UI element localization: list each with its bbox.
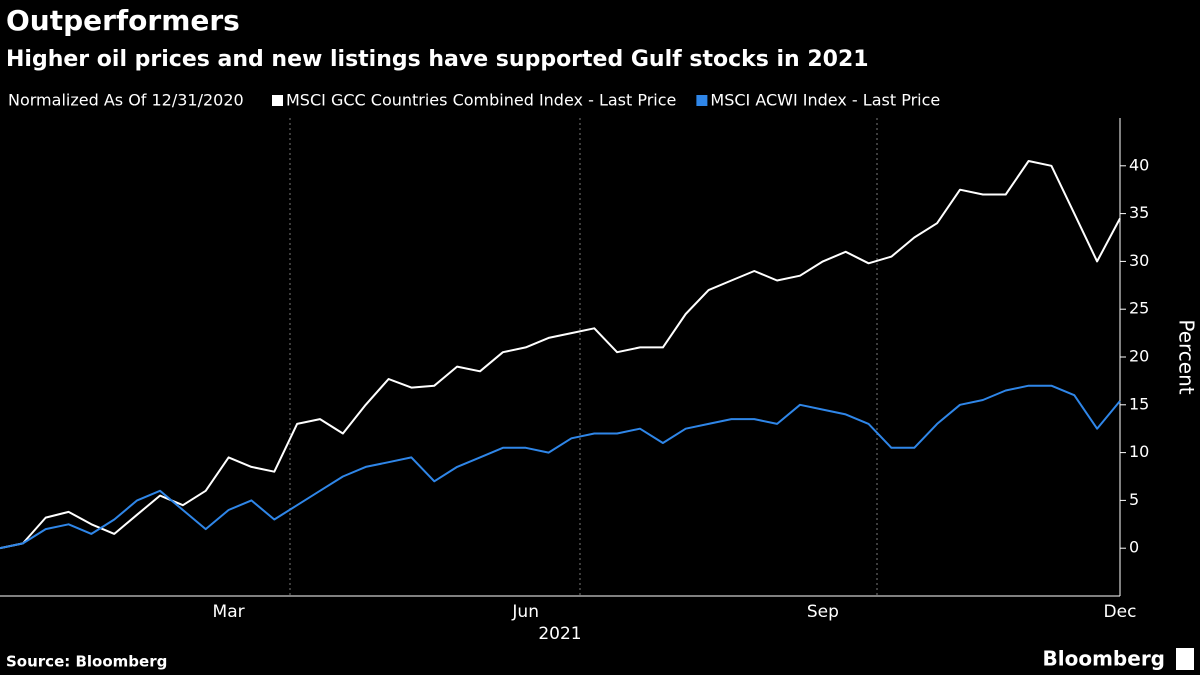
legend-swatch: [696, 95, 708, 106]
y-tick-label: 5: [1129, 490, 1139, 509]
source: Source: Bloomberg: [6, 653, 167, 671]
plot: [0, 160, 1121, 550]
legend-label: MSCI ACWI Index - Last Price: [710, 91, 940, 110]
y-axis-label: Percent: [1175, 319, 1199, 394]
series-line: [0, 384, 1121, 550]
y-tick-label: 35: [1129, 203, 1149, 222]
brand: Bloomberg: [1043, 647, 1165, 671]
x-tick-label: Mar: [213, 602, 245, 622]
x-tick-label: Dec: [1104, 602, 1137, 622]
y-tick-label: 10: [1129, 442, 1149, 461]
y-tick-label: 25: [1129, 299, 1149, 318]
x-tick-label: Jun: [511, 602, 539, 622]
legend-title: Normalized As Of 12/31/2020: [8, 91, 244, 110]
x-tick-label: Sep: [807, 602, 839, 622]
x-axis-label: 2021: [538, 624, 581, 644]
y-tick-label: 20: [1129, 347, 1149, 366]
brand-icon: [1176, 648, 1194, 670]
y-tick-label: 30: [1129, 251, 1149, 270]
legend-swatch: [272, 95, 283, 106]
chart-subtitle: Higher oil prices and new listings have …: [6, 47, 869, 72]
legend-label: MSCI GCC Countries Combined Index - Last…: [286, 91, 676, 110]
y-tick-label: 0: [1129, 538, 1139, 557]
y-tick-label: 15: [1129, 394, 1149, 413]
y-tick-label: 40: [1129, 155, 1149, 174]
series-line: [0, 160, 1121, 550]
chart-title: Outperformers: [6, 4, 240, 37]
legend: MSCI GCC Countries Combined Index - Last…: [272, 91, 940, 110]
